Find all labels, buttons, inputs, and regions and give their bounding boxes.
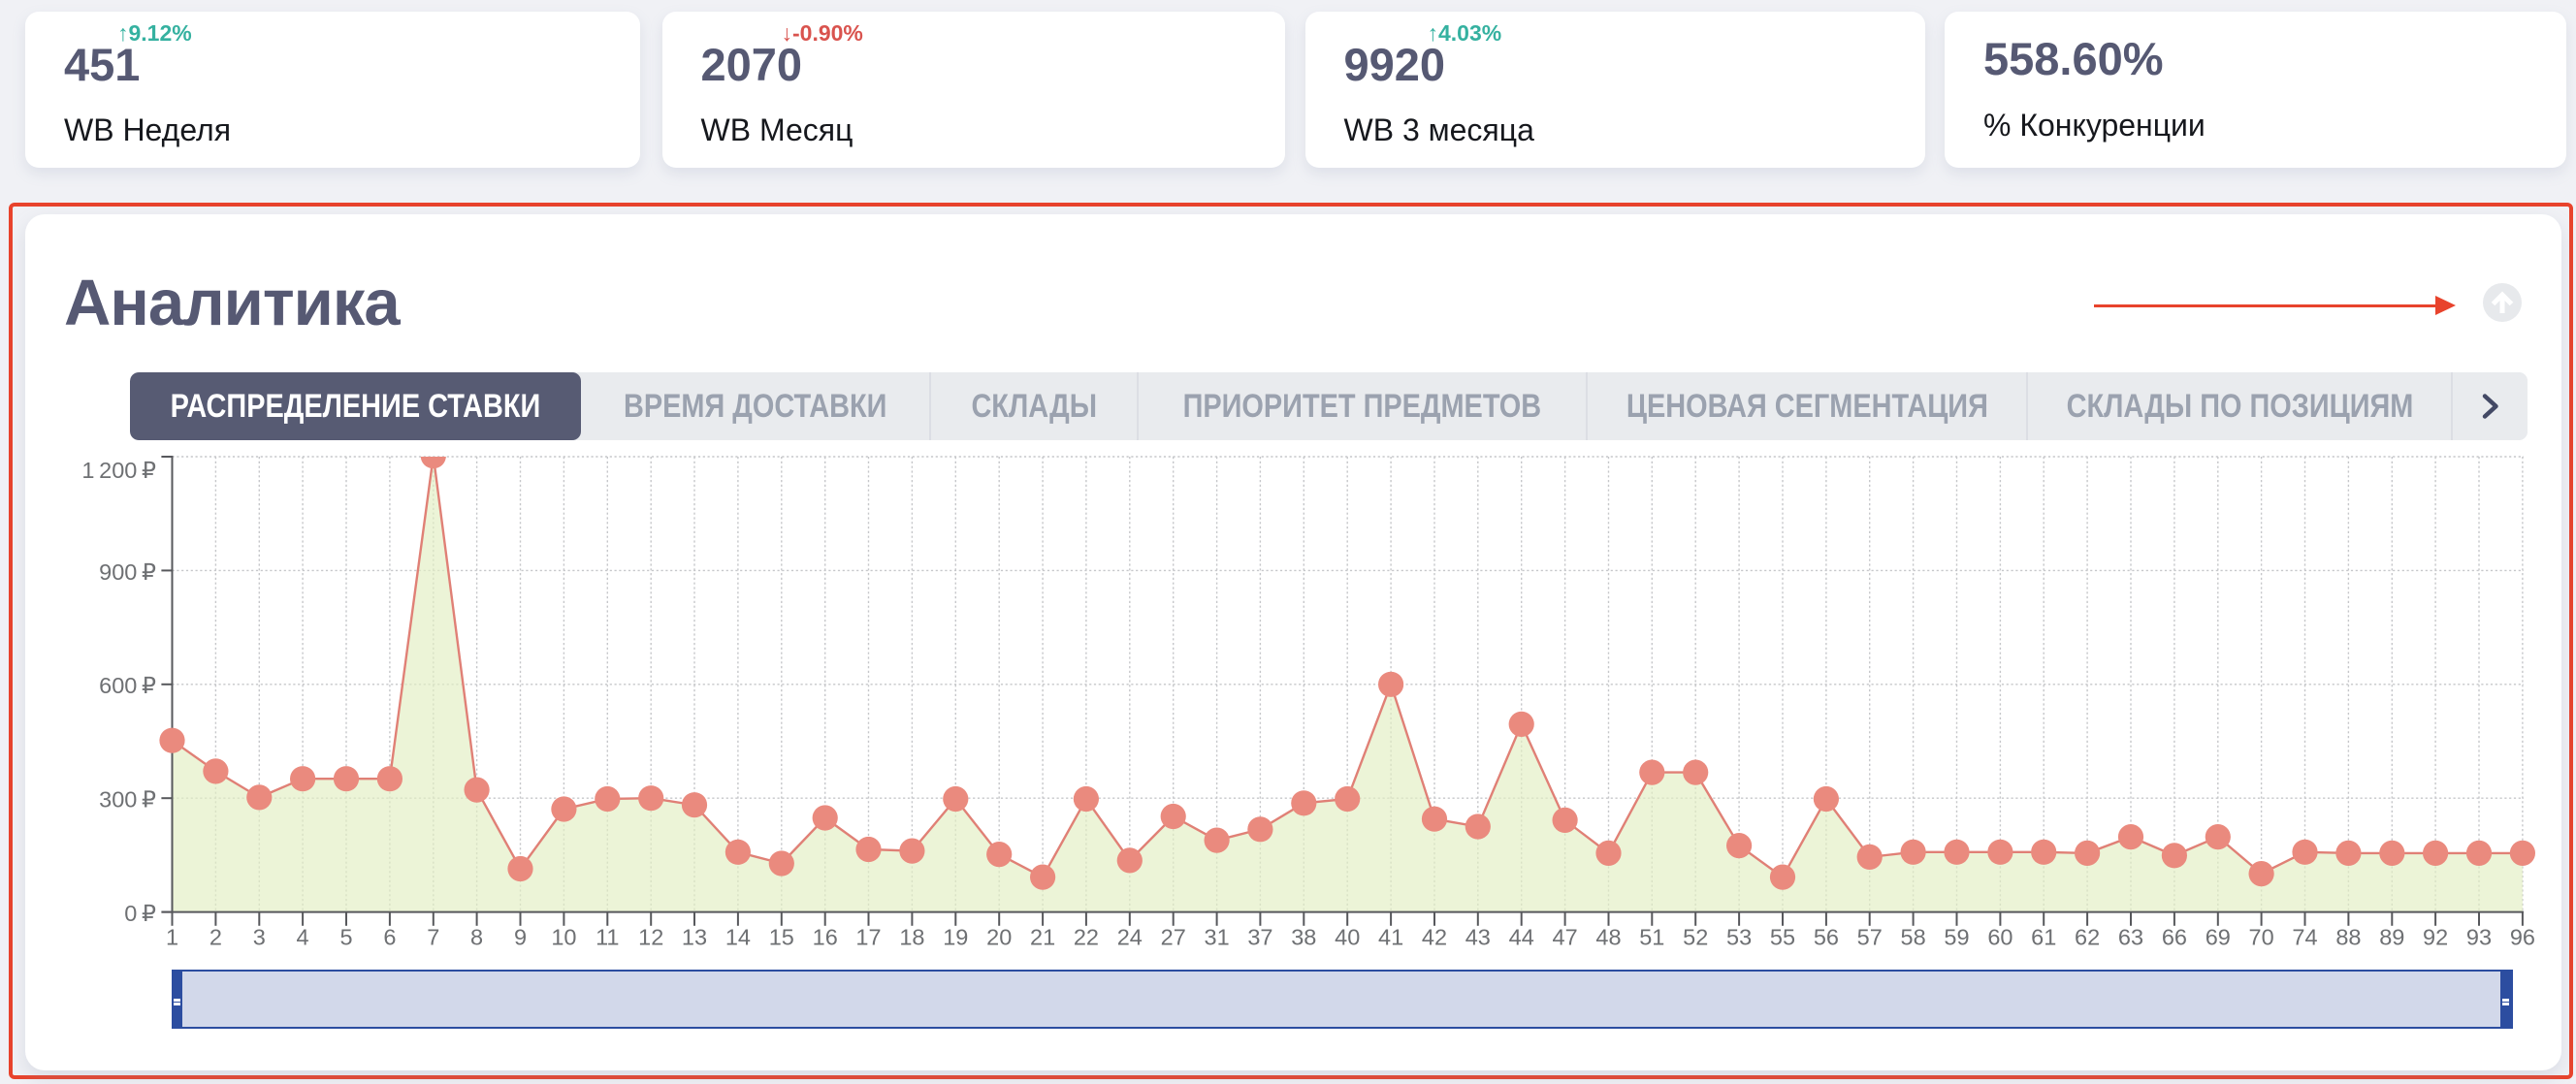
svg-text:8: 8 [470,925,483,950]
svg-text:18: 18 [899,925,924,950]
svg-text:70: 70 [2249,925,2274,950]
svg-text:57: 57 [1857,925,1883,950]
svg-text:66: 66 [2162,925,2187,950]
svg-text:48: 48 [1595,925,1621,950]
svg-text:900 ₽: 900 ₽ [99,559,156,585]
svg-text:7: 7 [427,925,439,950]
svg-text:51: 51 [1639,925,1664,950]
svg-text:1: 1 [166,925,178,950]
svg-text:15: 15 [769,925,794,950]
svg-text:0 ₽: 0 ₽ [124,901,156,926]
svg-text:56: 56 [1814,925,1839,950]
svg-text:300 ₽: 300 ₽ [99,787,156,813]
svg-text:58: 58 [1901,925,1926,950]
svg-text:88: 88 [2335,925,2361,950]
svg-text:20: 20 [986,925,1012,950]
svg-text:60: 60 [1987,925,2012,950]
svg-text:22: 22 [1074,925,1099,950]
svg-text:3: 3 [253,925,266,950]
svg-text:10: 10 [551,925,576,950]
svg-text:92: 92 [2423,925,2448,950]
svg-text:55: 55 [1770,925,1795,950]
svg-text:52: 52 [1683,925,1708,950]
svg-text:61: 61 [2031,925,2056,950]
svg-text:31: 31 [1205,925,1230,950]
svg-text:89: 89 [2379,925,2404,950]
svg-text:14: 14 [725,925,751,950]
svg-text:43: 43 [1465,925,1491,950]
svg-text:74: 74 [2292,925,2317,950]
svg-text:93: 93 [2466,925,2492,950]
svg-text:47: 47 [1553,925,1578,950]
svg-text:38: 38 [1291,925,1316,950]
svg-text:21: 21 [1030,925,1055,950]
svg-text:42: 42 [1422,925,1447,950]
svg-text:16: 16 [813,925,838,950]
svg-text:53: 53 [1726,925,1752,950]
svg-text:1 200 ₽: 1 200 ₽ [81,458,156,483]
svg-text:62: 62 [2075,925,2100,950]
svg-text:44: 44 [1509,925,1534,950]
svg-text:40: 40 [1335,925,1360,950]
svg-text:41: 41 [1378,925,1403,950]
svg-text:4: 4 [297,925,309,950]
svg-text:19: 19 [943,925,968,950]
svg-text:12: 12 [638,925,663,950]
svg-text:59: 59 [1944,925,1969,950]
svg-text:9: 9 [514,925,527,950]
svg-text:24: 24 [1117,925,1143,950]
svg-text:6: 6 [383,925,396,950]
svg-text:11: 11 [596,925,619,950]
svg-text:600 ₽: 600 ₽ [99,673,156,698]
svg-text:96: 96 [2510,925,2535,950]
svg-text:5: 5 [339,925,352,950]
svg-text:2: 2 [209,925,222,950]
svg-text:37: 37 [1247,925,1272,950]
svg-text:17: 17 [855,925,881,950]
svg-text:13: 13 [682,925,707,950]
svg-text:69: 69 [2206,925,2231,950]
svg-text:63: 63 [2118,925,2143,950]
svg-text:27: 27 [1161,925,1186,950]
